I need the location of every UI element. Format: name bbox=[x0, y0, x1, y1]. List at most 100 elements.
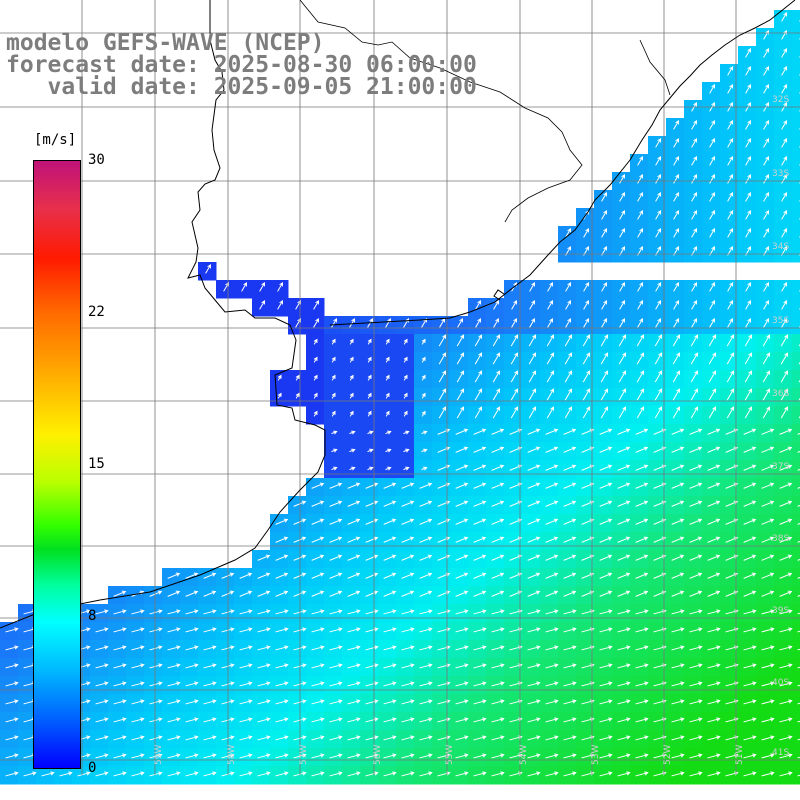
wind-arrow bbox=[743, 681, 757, 687]
wind-arrow bbox=[582, 334, 591, 347]
wind-arrow bbox=[419, 536, 433, 543]
wind-arrow bbox=[636, 352, 645, 365]
wind-arrow bbox=[745, 318, 752, 328]
wind-arrow bbox=[385, 338, 390, 345]
latitude-label: 33S bbox=[772, 169, 789, 179]
wind-arrow bbox=[726, 334, 735, 347]
wind-arrow bbox=[455, 428, 469, 435]
wind-arrow bbox=[708, 406, 717, 419]
wind-arrow bbox=[383, 735, 397, 741]
wind-arrow bbox=[527, 699, 541, 705]
wind-arrow bbox=[637, 156, 644, 166]
wind-arrow bbox=[185, 645, 199, 651]
wind-arrow bbox=[673, 300, 680, 310]
wind-arrow bbox=[456, 370, 465, 383]
wind-arrow bbox=[365, 536, 379, 543]
wind-arrow bbox=[691, 156, 698, 166]
wind-arrow bbox=[329, 500, 343, 507]
wind-arrow bbox=[329, 717, 343, 723]
wind-arrow bbox=[491, 753, 505, 759]
wind-arrow bbox=[601, 192, 608, 202]
wind-arrow bbox=[637, 318, 644, 328]
longitude-label: 56W bbox=[373, 745, 383, 765]
wind-arrow bbox=[257, 771, 271, 777]
wind-arrow bbox=[419, 663, 433, 669]
wind-arrow bbox=[727, 318, 734, 328]
wind-arrow bbox=[707, 753, 721, 759]
wind-arrow bbox=[745, 156, 752, 166]
wind-arrow bbox=[689, 554, 703, 561]
wind-arrow bbox=[257, 590, 271, 597]
wind-arrow bbox=[401, 536, 415, 543]
wind-arrow bbox=[672, 406, 681, 419]
wind-arrow bbox=[275, 590, 289, 597]
wind-speed-cell bbox=[792, 82, 800, 101]
wind-arrow bbox=[385, 356, 390, 363]
wind-arrow bbox=[727, 210, 734, 220]
wind-arrow bbox=[365, 590, 379, 597]
wind-arrow bbox=[582, 370, 591, 383]
wind-arrow bbox=[763, 228, 770, 238]
wind-speed-cell bbox=[792, 118, 800, 137]
wind-arrow bbox=[708, 352, 717, 365]
wind-arrow bbox=[707, 590, 721, 597]
wind-arrow bbox=[455, 627, 469, 633]
wind-arrow bbox=[455, 663, 469, 669]
wind-arrow bbox=[473, 627, 487, 633]
wind-arrow bbox=[528, 370, 537, 383]
wind-arrow bbox=[744, 370, 753, 383]
wind-arrow bbox=[709, 228, 716, 238]
wind-arrow bbox=[780, 334, 789, 347]
wind-arrow bbox=[455, 735, 469, 741]
wind-arrow bbox=[727, 66, 734, 76]
wind-arrow bbox=[779, 681, 793, 687]
wind-arrow bbox=[709, 192, 716, 202]
wind-arrow bbox=[383, 609, 397, 615]
longitude-label: 53W bbox=[591, 745, 601, 765]
wind-speed-cell bbox=[792, 712, 800, 731]
wind-arrow bbox=[275, 645, 289, 651]
wind-arrow bbox=[455, 753, 469, 759]
wind-arrow bbox=[545, 572, 559, 579]
wind-arrow bbox=[545, 446, 559, 453]
wind-arrow bbox=[744, 334, 753, 347]
wind-arrow bbox=[635, 500, 649, 507]
wind-arrow bbox=[779, 627, 793, 633]
wind-arrow bbox=[455, 446, 469, 453]
wind-arrow bbox=[419, 753, 433, 759]
colorbar-tick: 8 bbox=[88, 608, 97, 624]
wind-arrow bbox=[131, 699, 145, 705]
wind-arrow bbox=[403, 448, 410, 453]
wind-arrow bbox=[529, 282, 536, 292]
wind-arrow bbox=[385, 448, 392, 453]
wind-arrow bbox=[365, 699, 379, 705]
wind-arrow bbox=[95, 681, 109, 687]
wind-arrow bbox=[331, 410, 336, 417]
wind-arrow bbox=[239, 735, 253, 741]
wind-arrow bbox=[403, 410, 408, 417]
wind-arrow bbox=[707, 536, 721, 543]
wind-arrow bbox=[421, 410, 426, 417]
wind-arrow bbox=[619, 300, 626, 310]
wind-arrow bbox=[781, 156, 788, 166]
wind-arrow bbox=[763, 282, 770, 292]
wind-arrow bbox=[5, 663, 19, 669]
wind-arrow bbox=[617, 536, 631, 543]
forecast-date: forecast date: 2025-08-30 06:00:00 bbox=[6, 52, 477, 78]
wind-arrow bbox=[421, 356, 426, 363]
wind-arrow bbox=[779, 464, 793, 471]
wind-arrow bbox=[635, 536, 649, 543]
wind-arrow bbox=[149, 590, 163, 597]
wind-arrow bbox=[546, 388, 555, 401]
wind-arrow bbox=[277, 392, 282, 399]
wind-arrow bbox=[456, 406, 465, 419]
wind-arrow bbox=[365, 554, 379, 561]
wind-arrow bbox=[600, 388, 609, 401]
wind-arrow bbox=[367, 430, 374, 435]
wind-arrow bbox=[671, 572, 685, 579]
latitude-label: 35S bbox=[772, 316, 789, 326]
wind-arrow bbox=[781, 174, 788, 184]
wind-arrow bbox=[763, 84, 770, 94]
wind-arrow bbox=[401, 663, 415, 669]
wind-arrow bbox=[5, 771, 19, 777]
